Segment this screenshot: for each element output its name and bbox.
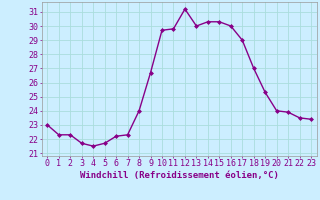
X-axis label: Windchill (Refroidissement éolien,°C): Windchill (Refroidissement éolien,°C): [80, 171, 279, 180]
